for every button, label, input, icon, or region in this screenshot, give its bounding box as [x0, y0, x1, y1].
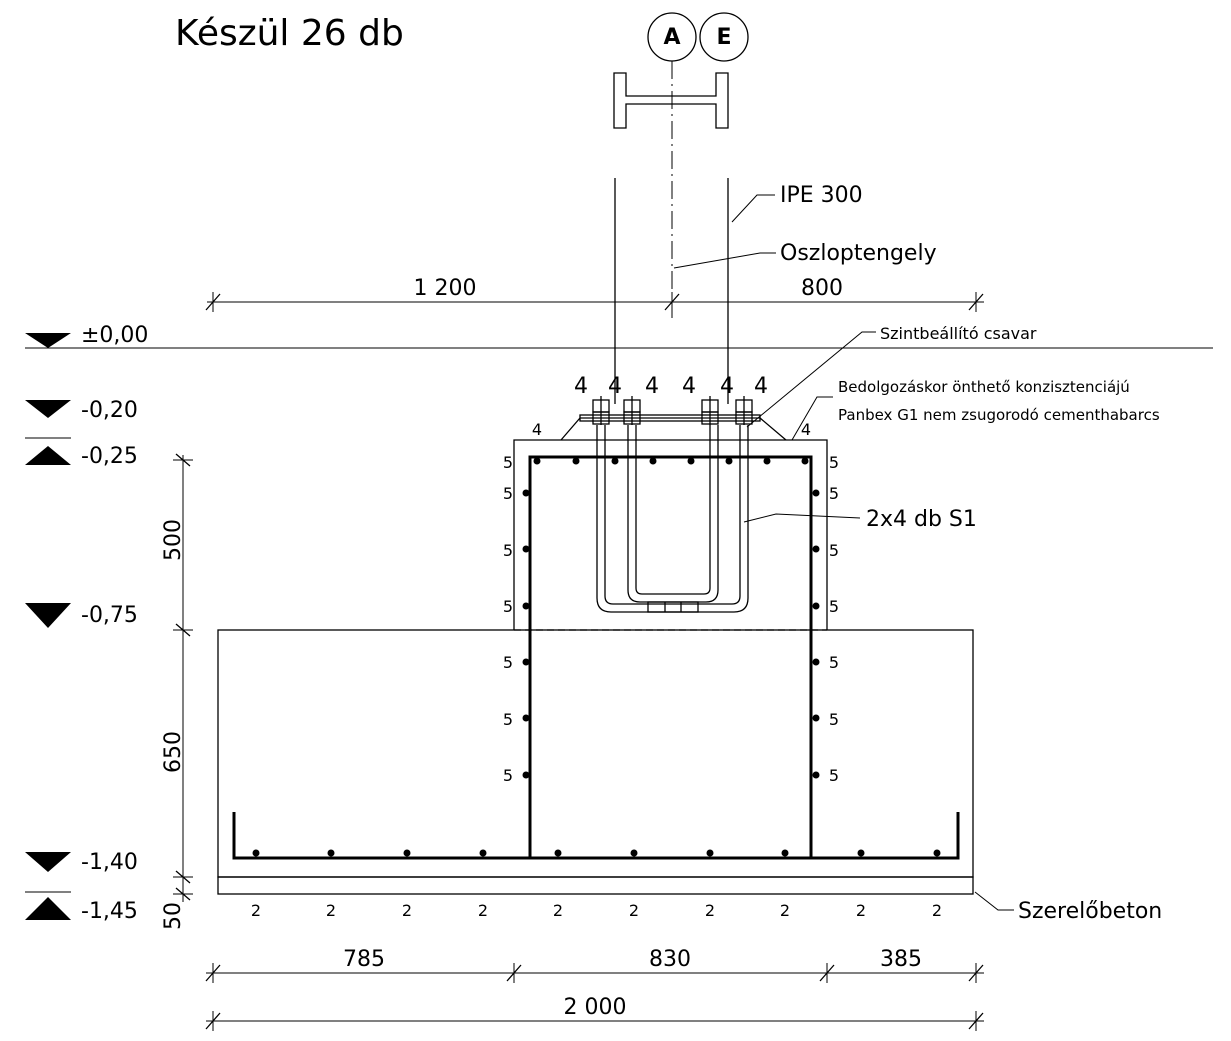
pedestal-bar-marks-right: 5 5 5 5 5 5 5	[829, 453, 839, 785]
profile-leader	[731, 194, 775, 223]
dim-2000: 2 000	[564, 995, 627, 1020]
grout-leader	[791, 396, 833, 441]
blinding-label: Szerelőbeton	[1018, 899, 1162, 924]
screw-leader	[746, 331, 876, 428]
bar-mark-5: 5	[829, 766, 839, 785]
level-marker-140	[25, 852, 71, 872]
bar-mark-2: 2	[629, 901, 639, 920]
axis-leader	[673, 252, 776, 269]
bar-mark-4: 4	[754, 374, 768, 399]
bar-mark-2: 2	[251, 901, 261, 920]
footing-bottom-bars	[252, 849, 941, 857]
bar-mark-5: 5	[503, 766, 513, 785]
pedestal-outline	[513, 439, 828, 630]
screw-label: Szintbeállító csavar	[880, 324, 1037, 343]
grid-marker-a: A	[663, 25, 680, 50]
grout-label-1: Bedolgozáskor önthető konzisztenciájú	[838, 378, 1130, 396]
level-140: -1,40	[81, 850, 138, 875]
bottom-dimension: 785 830 385	[205, 947, 984, 983]
bar-mark-4: 4	[608, 374, 622, 399]
bar-mark-4: 4	[532, 420, 542, 439]
grout-haunch	[560, 417, 787, 441]
anchor-bolts	[579, 396, 761, 613]
level-020: -0,20	[81, 398, 138, 423]
level-marker-025	[25, 446, 71, 465]
level-000: ±0,00	[81, 323, 148, 348]
bar-mark-5: 5	[829, 453, 839, 472]
dim-50: 50	[161, 902, 186, 930]
bolts-label: 2x4 db S1	[866, 507, 977, 532]
dim-500: 500	[161, 519, 186, 561]
bar-mark-2: 2	[478, 901, 488, 920]
bar-mark-4: 4	[720, 374, 734, 399]
bar-mark-5: 5	[829, 710, 839, 729]
total-dimension: 2 000	[205, 995, 984, 1031]
dim-1200: 1 200	[414, 276, 477, 301]
dim-830: 830	[649, 947, 691, 972]
bar-mark-2: 2	[705, 901, 715, 920]
bar-mark-2: 2	[932, 901, 942, 920]
ipe-section-symbol	[613, 72, 729, 129]
footing-bottom-bar	[232, 812, 960, 860]
top-dimension: 1 200 800	[205, 276, 984, 312]
axis-label: Oszloptengely	[780, 241, 937, 266]
grid-axis-markers: A E	[647, 12, 749, 62]
bar-mark-5: 5	[829, 484, 839, 503]
footing-outline	[217, 629, 974, 878]
level-marker-000	[25, 333, 71, 348]
level-145: -1,45	[81, 899, 138, 924]
bar-mark-4: 4	[645, 374, 659, 399]
bar-mark-5: 5	[503, 541, 513, 560]
bar-mark-2: 2	[326, 901, 336, 920]
bolt-bar-marks: 4 4 4 4 4 4 4 4	[532, 374, 811, 439]
level-marker-075	[25, 603, 71, 628]
bar-mark-2: 2	[402, 901, 412, 920]
profile-label: IPE 300	[780, 183, 863, 208]
bar-mark-4: 4	[801, 420, 811, 439]
grout-label-2: Panbex G1 nem zsugorodó cementhabarcs	[838, 406, 1160, 424]
bar-mark-5: 5	[829, 541, 839, 560]
level-marker-145	[25, 897, 71, 920]
bar-mark-5: 5	[503, 710, 513, 729]
bar-mark-4: 4	[574, 374, 588, 399]
vertical-dimension: 500 650 50	[161, 453, 193, 930]
blinding-leader	[974, 891, 1014, 911]
bar-mark-5: 5	[503, 597, 513, 616]
pedestal-stirrup	[528, 455, 813, 858]
level-marker-020	[25, 400, 71, 418]
drawing-title: Készül 26 db	[175, 13, 404, 54]
bar-mark-2: 2	[780, 901, 790, 920]
pedestal-top-bars	[533, 457, 809, 465]
pedestal-side-bars	[522, 489, 820, 779]
bar-mark-5: 5	[503, 653, 513, 672]
footing-bar-marks: 2 2 2 2 2 2 2 2 2 2	[251, 901, 942, 920]
level-075: -0,75	[81, 603, 138, 628]
bar-mark-5: 5	[503, 484, 513, 503]
level-025: -0,25	[81, 444, 138, 469]
dim-650: 650	[161, 731, 186, 773]
dim-385: 385	[880, 947, 922, 972]
bar-mark-5: 5	[503, 453, 513, 472]
blinding-concrete	[217, 876, 974, 895]
bar-mark-5: 5	[829, 597, 839, 616]
bar-mark-2: 2	[856, 901, 866, 920]
bar-mark-4: 4	[682, 374, 696, 399]
pedestal-bar-marks-left: 5 5 5 5 5 5 5	[503, 453, 513, 785]
dim-785: 785	[343, 947, 385, 972]
bar-mark-2: 2	[553, 901, 563, 920]
dim-800: 800	[801, 276, 843, 301]
bar-mark-5: 5	[829, 653, 839, 672]
grid-marker-e: E	[716, 25, 731, 50]
bolts-leader	[743, 513, 861, 523]
